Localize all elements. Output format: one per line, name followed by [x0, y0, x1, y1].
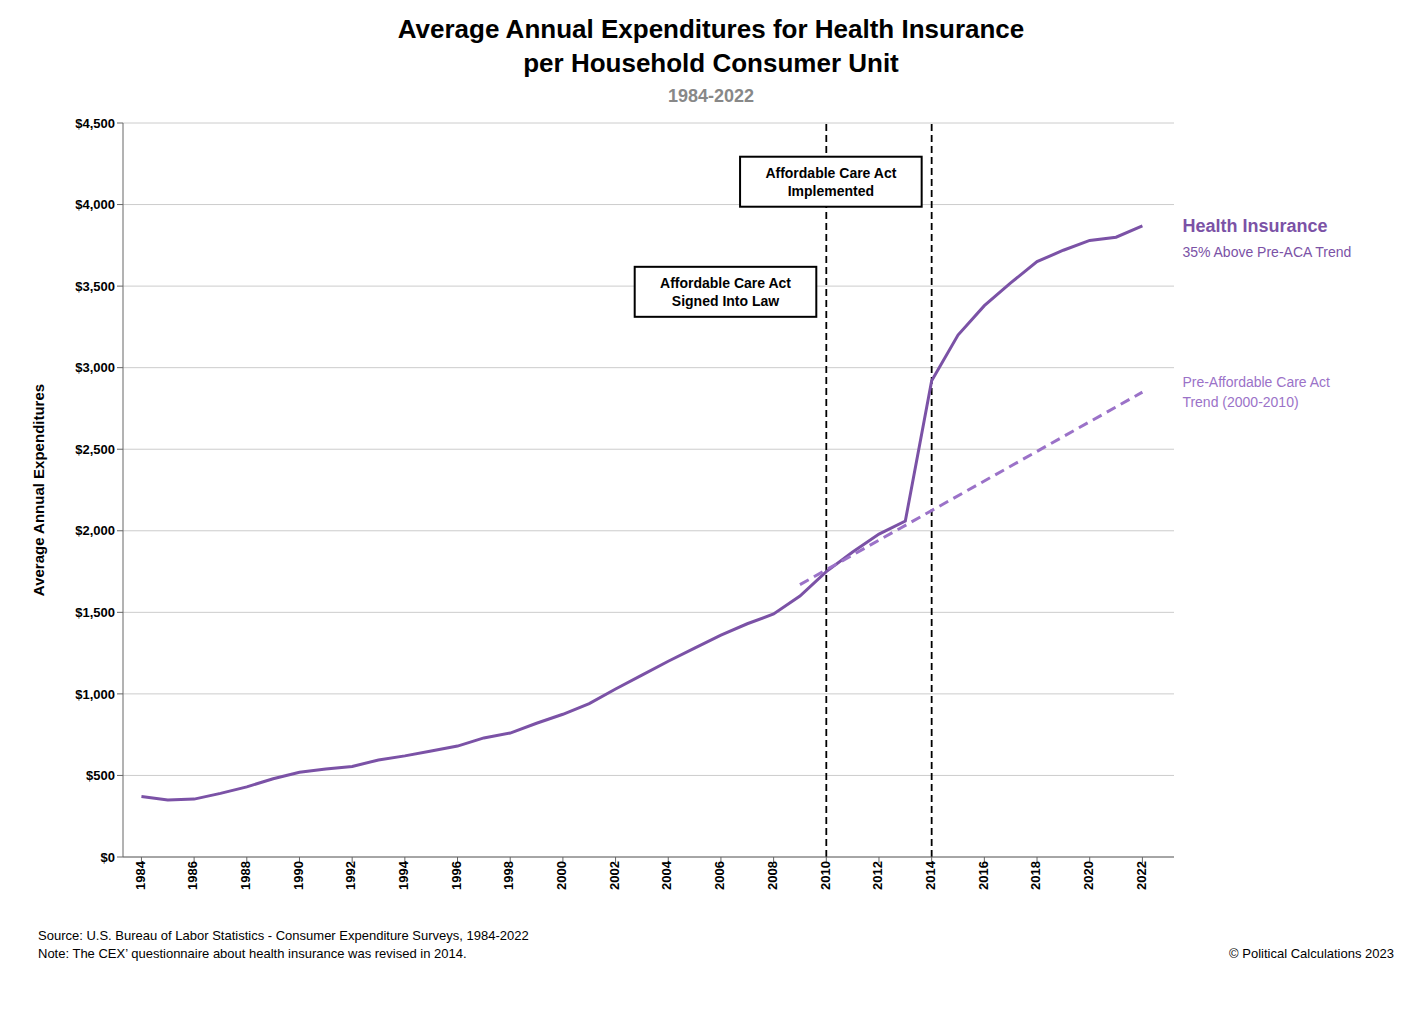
svg-text:35% Above Pre-ACA Trend: 35% Above Pre-ACA Trend — [1182, 244, 1351, 260]
svg-text:$3,000: $3,000 — [75, 360, 115, 375]
svg-text:$2,500: $2,500 — [75, 442, 115, 457]
svg-text:2022: 2022 — [1134, 861, 1149, 890]
html-text:per Household Consumer Unit: per Household Consumer Unit — [523, 48, 899, 78]
svg-text:1984: 1984 — [133, 860, 148, 890]
svg-text:2014: 2014 — [923, 860, 938, 890]
svg-text:2000: 2000 — [554, 861, 569, 890]
html-text:© Political Calculations 2023: © Political Calculations 2023 — [1229, 946, 1394, 961]
html-text:Source: U.S. Bureau of Labor S: Source: U.S. Bureau of Labor Statistics … — [38, 928, 529, 943]
svg-text:$3,500: $3,500 — [75, 279, 115, 294]
svg-text:$1,500: $1,500 — [75, 605, 115, 620]
svg-text:1998: 1998 — [501, 861, 516, 890]
html-text:Note: The CEX’ questionnaire a: Note: The CEX’ questionnaire about healt… — [38, 946, 467, 961]
svg-text:2018: 2018 — [1028, 861, 1043, 890]
svg-text:Affordable Care Act: Affordable Care Act — [765, 165, 896, 181]
svg-text:$500: $500 — [86, 768, 115, 783]
svg-text:2006: 2006 — [712, 861, 727, 890]
svg-text:$0: $0 — [101, 850, 115, 865]
svg-text:Health Insurance: Health Insurance — [1182, 216, 1327, 236]
svg-text:2008: 2008 — [765, 861, 780, 890]
svg-text:2002: 2002 — [607, 861, 622, 890]
svg-text:$2,000: $2,000 — [75, 523, 115, 538]
svg-text:Pre-Affordable Care Act: Pre-Affordable Care Act — [1182, 374, 1330, 390]
svg-text:Trend (2000-2010): Trend (2000-2010) — [1182, 394, 1298, 410]
svg-text:1996: 1996 — [449, 861, 464, 890]
svg-text:2004: 2004 — [659, 860, 674, 890]
svg-text:2012: 2012 — [870, 861, 885, 890]
svg-text:1990: 1990 — [291, 861, 306, 890]
svg-text:2016: 2016 — [976, 861, 991, 890]
svg-text:$1,000: $1,000 — [75, 687, 115, 702]
svg-text:Affordable Care Act: Affordable Care Act — [660, 275, 791, 291]
svg-text:$4,500: $4,500 — [75, 116, 115, 131]
html-text:1984-2022: 1984-2022 — [668, 86, 754, 106]
svg-text:1986: 1986 — [185, 861, 200, 890]
svg-text:Implemented: Implemented — [788, 183, 874, 199]
svg-text:Average Annual Expenditures: Average Annual Expenditures — [30, 384, 47, 596]
svg-text:1988: 1988 — [238, 861, 253, 890]
svg-text:1992: 1992 — [343, 861, 358, 890]
svg-text:2010: 2010 — [818, 861, 833, 890]
svg-text:1994: 1994 — [396, 860, 411, 890]
svg-text:Signed Into Law: Signed Into Law — [672, 293, 779, 309]
html-text:Average Annual Expenditures fo: Average Annual Expenditures for Health I… — [397, 14, 1025, 44]
svg-text:2020: 2020 — [1081, 861, 1096, 890]
svg-text:$4,000: $4,000 — [75, 197, 115, 212]
